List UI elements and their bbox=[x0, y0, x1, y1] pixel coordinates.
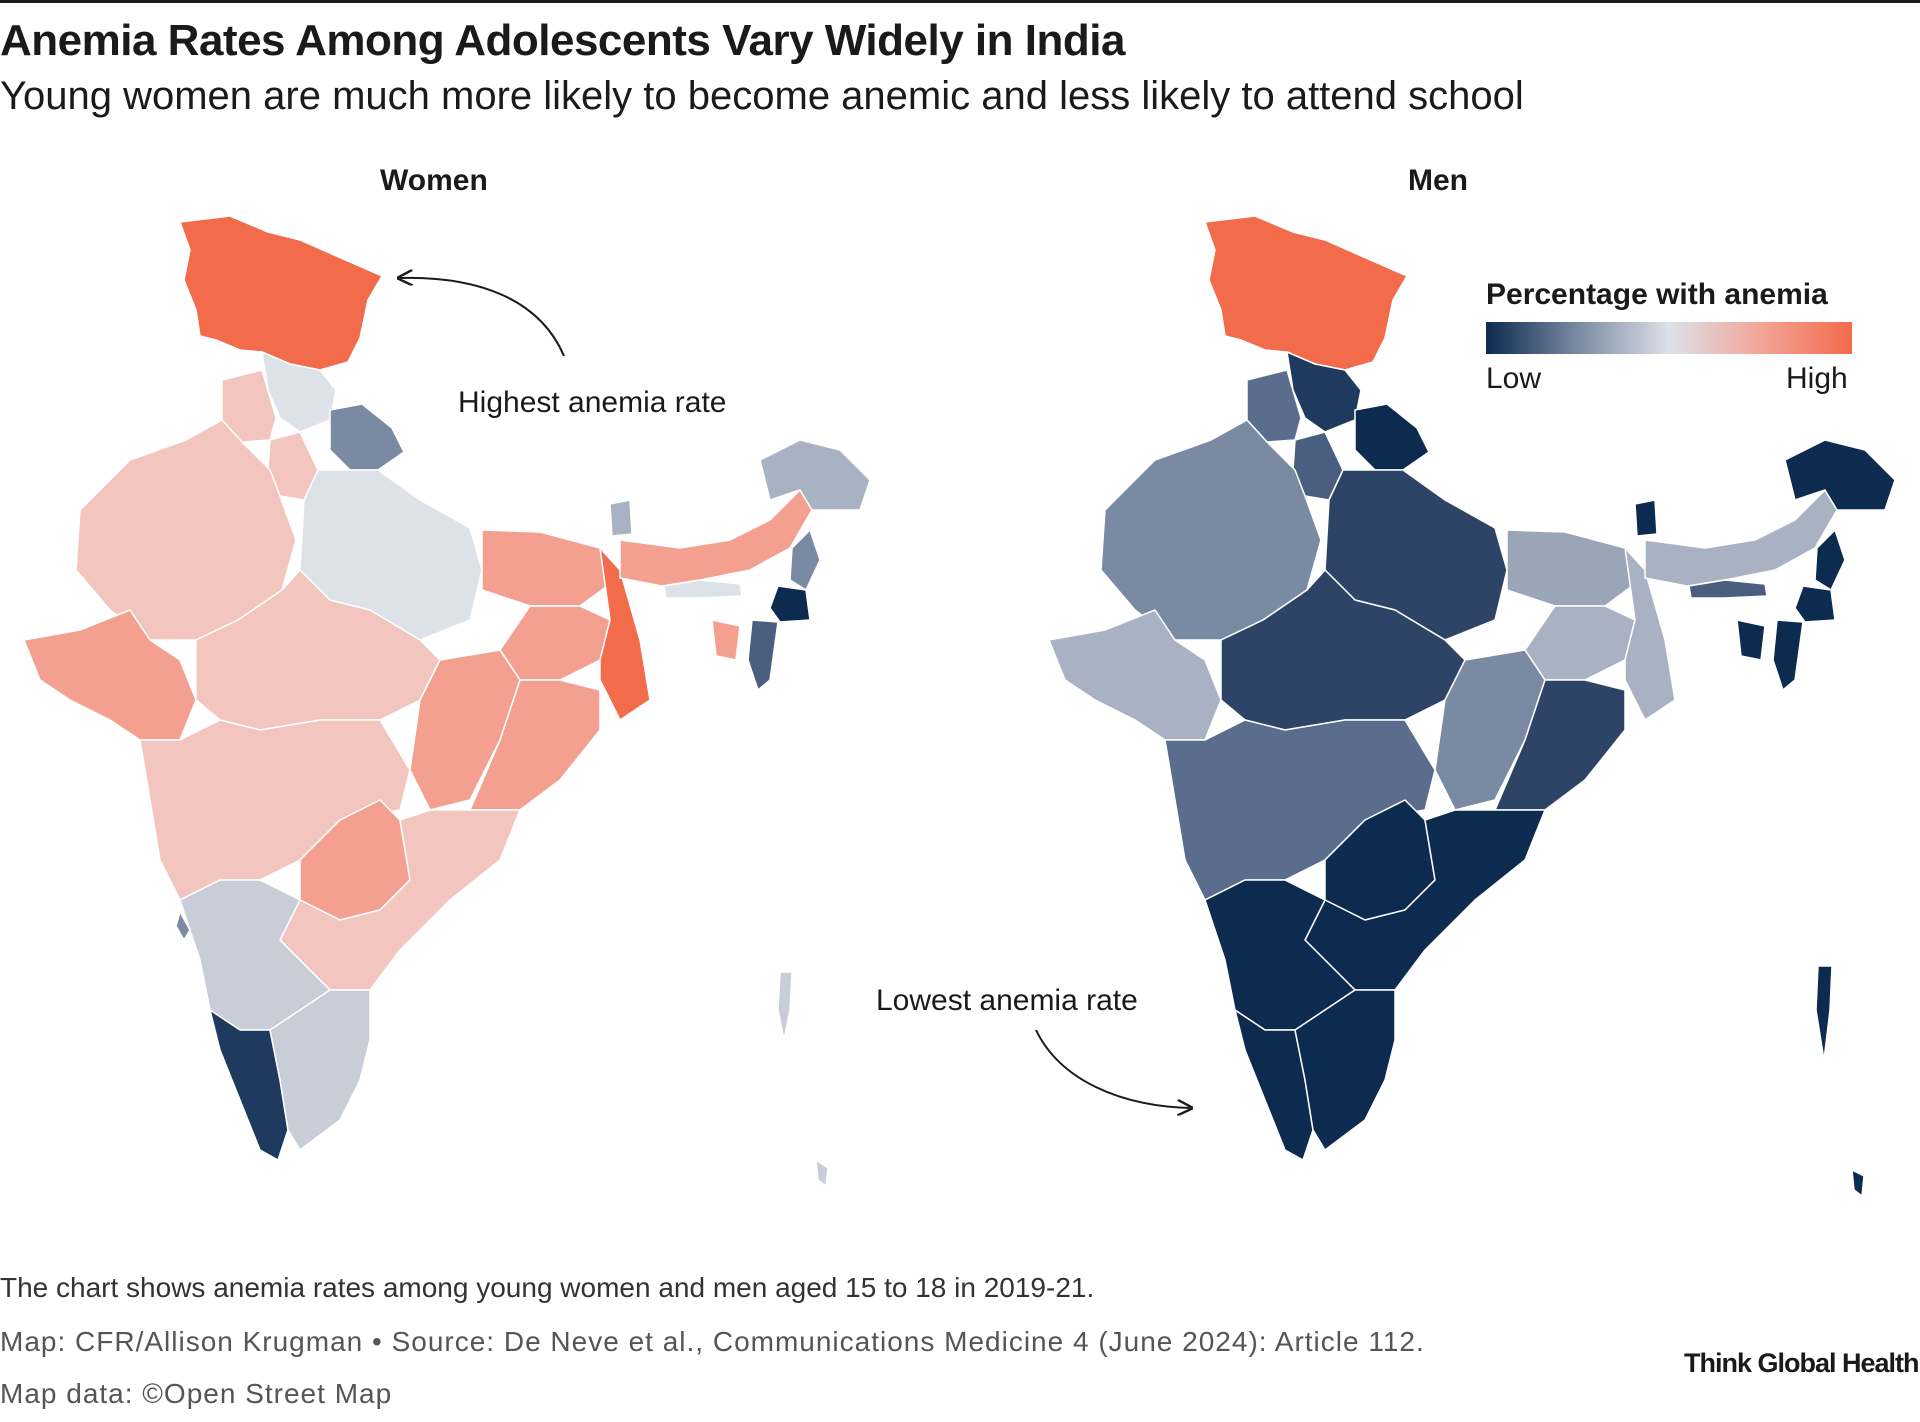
top-rule bbox=[0, 0, 1920, 3]
brand-logo: Think Global Health bbox=[1684, 1348, 1920, 1378]
panel-label-women: Women bbox=[380, 164, 488, 197]
region-nagaland-w bbox=[789, 529, 821, 591]
region-arunachal-w bbox=[759, 439, 871, 511]
footnote: The chart shows anemia rates among young… bbox=[0, 1272, 1095, 1303]
region-tripura-w bbox=[711, 619, 741, 661]
region-uttarakhand-m bbox=[1354, 403, 1430, 471]
region-assam-m bbox=[1644, 489, 1838, 587]
region-bihar-m bbox=[1506, 529, 1636, 607]
region-jharkhand-w bbox=[499, 605, 611, 681]
map-data-credit: Map data: ©Open Street Map bbox=[0, 1378, 393, 1409]
region-kerala-w bbox=[209, 1009, 289, 1161]
region-goa-w bbox=[175, 911, 191, 941]
chart-title: Anemia Rates Among Adolescents Vary Wide… bbox=[0, 16, 1125, 65]
region-assam-w bbox=[619, 489, 813, 587]
region-jammu-kashmir-w bbox=[179, 215, 383, 371]
arrow-highest bbox=[400, 278, 565, 357]
chart-subtitle: Young women are much more likely to beco… bbox=[0, 74, 1524, 118]
region-ap-m bbox=[1304, 809, 1546, 991]
region-manipur-m bbox=[1794, 585, 1836, 623]
region-tamil-nadu-w bbox=[269, 989, 371, 1151]
region-arunachal-m bbox=[1784, 439, 1896, 511]
region-nagaland-m bbox=[1814, 529, 1846, 591]
region-bihar-w bbox=[481, 529, 611, 607]
region-sikkim-m bbox=[1634, 499, 1658, 537]
region-meghalaya-m bbox=[1688, 579, 1768, 599]
legend-gradient-bar bbox=[1486, 322, 1852, 354]
women-map bbox=[23, 215, 871, 1187]
region-tripura-m bbox=[1736, 619, 1766, 661]
legend-low-label: Low bbox=[1486, 362, 1542, 395]
men-map bbox=[1048, 215, 1896, 1197]
region-uttarakhand-w bbox=[329, 403, 405, 471]
region-manipur-w bbox=[769, 585, 811, 623]
region-kerala-m bbox=[1234, 1009, 1314, 1161]
region-wb-m bbox=[1624, 547, 1676, 721]
legend-title: Percentage with anemia bbox=[1486, 278, 1828, 311]
region-tamil-nadu-m bbox=[1294, 989, 1396, 1151]
region-nicobar-w bbox=[815, 1159, 829, 1187]
region-ap-w bbox=[279, 809, 521, 991]
panel-label-men: Men bbox=[1408, 164, 1468, 197]
region-mizoram-w bbox=[747, 619, 779, 691]
region-mizoram-m bbox=[1772, 619, 1804, 691]
region-meghalaya-w bbox=[663, 579, 743, 599]
region-gujarat-w bbox=[23, 609, 197, 741]
annotation-lowest: Lowest anemia rate bbox=[876, 984, 1138, 1017]
region-jammu-kashmir-m bbox=[1204, 215, 1408, 371]
source-credit: Map: CFR/Allison Krugman • Source: De Ne… bbox=[0, 1326, 1425, 1357]
region-jharkhand-m bbox=[1524, 605, 1636, 681]
legend-high-label: High bbox=[1786, 362, 1848, 395]
region-nicobar-m bbox=[1851, 1169, 1865, 1197]
region-andaman-m bbox=[1815, 965, 1833, 1061]
arrow-lowest bbox=[1035, 1029, 1190, 1108]
region-sikkim-w bbox=[609, 499, 633, 537]
region-wb-w bbox=[599, 547, 651, 721]
annotation-highest: Highest anemia rate bbox=[458, 386, 727, 419]
region-andaman-w bbox=[777, 971, 793, 1041]
region-gujarat-m bbox=[1048, 609, 1222, 741]
